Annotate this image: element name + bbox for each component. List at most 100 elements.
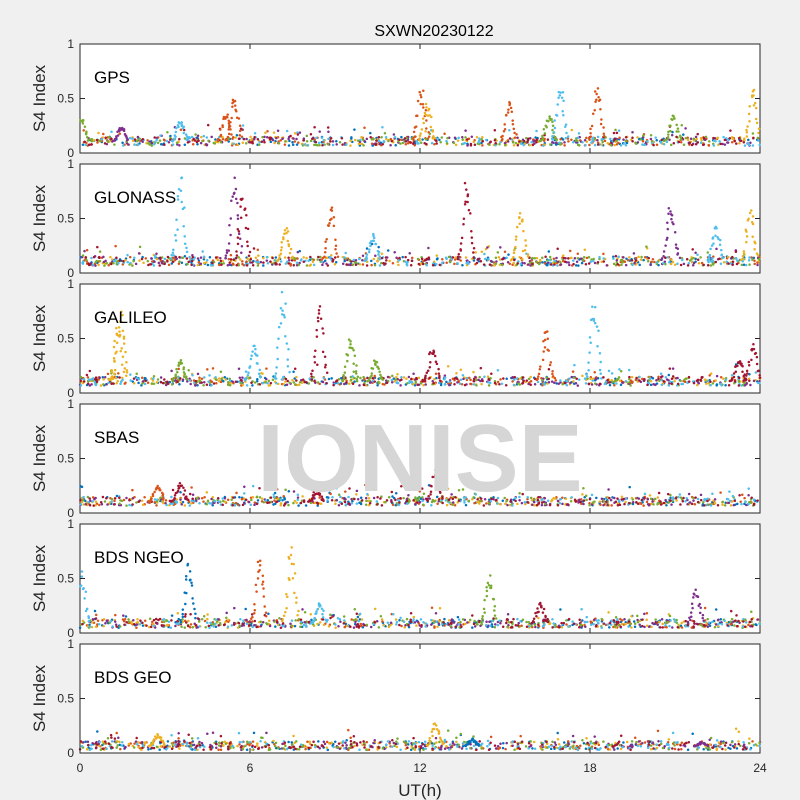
- data-point: [570, 375, 573, 379]
- data-point: [424, 109, 428, 112]
- data-point: [242, 137, 246, 141]
- data-point: [494, 141, 497, 145]
- data-point: [155, 136, 159, 140]
- data-point: [518, 216, 521, 219]
- data-point: [245, 137, 248, 141]
- data-point: [274, 262, 278, 265]
- data-point: [576, 136, 580, 140]
- data-point: [152, 382, 156, 386]
- data-point: [425, 106, 428, 109]
- data-point: [309, 613, 313, 616]
- data-point: [353, 380, 356, 383]
- data-point: [587, 382, 591, 386]
- data-point: [749, 383, 752, 387]
- data-point: [535, 140, 538, 144]
- data-point: [459, 242, 463, 245]
- data-point: [676, 376, 679, 380]
- data-point: [154, 140, 157, 144]
- data-point: [330, 377, 333, 380]
- data-point: [682, 496, 685, 500]
- data-point: [512, 261, 515, 265]
- data-point: [645, 500, 649, 504]
- data-point: [352, 370, 356, 374]
- data-point: [598, 352, 602, 355]
- data-point: [166, 130, 169, 134]
- data-point: [723, 143, 727, 146]
- data-point: [105, 262, 109, 265]
- data-point: [572, 376, 576, 380]
- data-point: [664, 498, 667, 502]
- data-point: [556, 103, 559, 106]
- data-point: [177, 125, 180, 129]
- data-point: [118, 502, 121, 505]
- data-point: [243, 207, 247, 210]
- data-point: [595, 325, 599, 328]
- data-point: [144, 379, 148, 383]
- data-point: [529, 136, 532, 140]
- data-point: [417, 262, 421, 266]
- data-point: [571, 370, 575, 373]
- data-point: [741, 254, 745, 258]
- data-point: [119, 499, 122, 502]
- data-point: [279, 139, 282, 142]
- data-point: [373, 374, 376, 378]
- data-point: [514, 235, 518, 238]
- data-point: [650, 141, 654, 144]
- data-point: [613, 383, 616, 387]
- data-point: [555, 256, 558, 260]
- data-point: [507, 253, 510, 256]
- data-point: [653, 497, 657, 501]
- data-point: [469, 382, 472, 386]
- data-point: [257, 254, 260, 257]
- data-point: [248, 250, 252, 254]
- data-point: [133, 256, 136, 259]
- data-point: [564, 123, 568, 126]
- data-point: [147, 263, 150, 267]
- data-point: [227, 132, 231, 136]
- data-point: [101, 495, 105, 499]
- data-point: [140, 376, 144, 380]
- data-point: [615, 131, 619, 135]
- data-point: [370, 372, 374, 375]
- data-point: [310, 375, 313, 378]
- data-point: [313, 379, 316, 383]
- data-point: [410, 256, 414, 260]
- data-point: [170, 614, 174, 617]
- data-point: [508, 137, 512, 140]
- data-point: [587, 262, 591, 265]
- data-point: [171, 260, 175, 263]
- data-point: [283, 315, 286, 319]
- data-point: [159, 376, 163, 379]
- data-point: [329, 140, 332, 143]
- data-point: [740, 384, 743, 387]
- data-point: [756, 381, 760, 385]
- data-point: [567, 261, 570, 264]
- data-point: [602, 132, 606, 135]
- data-point: [508, 103, 511, 107]
- data-point: [334, 247, 337, 251]
- data-point: [401, 141, 405, 145]
- data-point: [619, 617, 622, 621]
- data-point: [282, 375, 285, 379]
- data-point: [388, 259, 391, 263]
- data-point: [419, 95, 423, 99]
- data-point: [619, 144, 623, 147]
- data-point: [345, 143, 348, 146]
- data-point: [612, 255, 615, 259]
- data-point: [166, 260, 169, 263]
- data-point: [150, 257, 153, 260]
- data-point: [250, 138, 254, 141]
- data-point: [652, 382, 655, 386]
- data-point: [573, 363, 576, 367]
- watermark: IONISE: [257, 405, 582, 512]
- data-point: [280, 290, 284, 294]
- data-point: [279, 307, 283, 310]
- data-point: [143, 382, 147, 386]
- data-point: [754, 241, 757, 245]
- data-point: [472, 251, 475, 254]
- data-point: [180, 176, 183, 180]
- data-point: [664, 139, 667, 142]
- data-point: [118, 376, 121, 379]
- data-point: [250, 354, 253, 358]
- data-point: [266, 261, 270, 265]
